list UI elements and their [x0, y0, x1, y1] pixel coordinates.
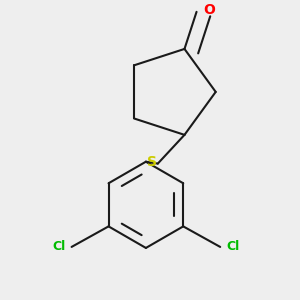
Text: Cl: Cl	[226, 240, 240, 254]
Text: S: S	[147, 154, 157, 169]
Text: O: O	[204, 3, 216, 17]
Text: Cl: Cl	[52, 240, 65, 254]
